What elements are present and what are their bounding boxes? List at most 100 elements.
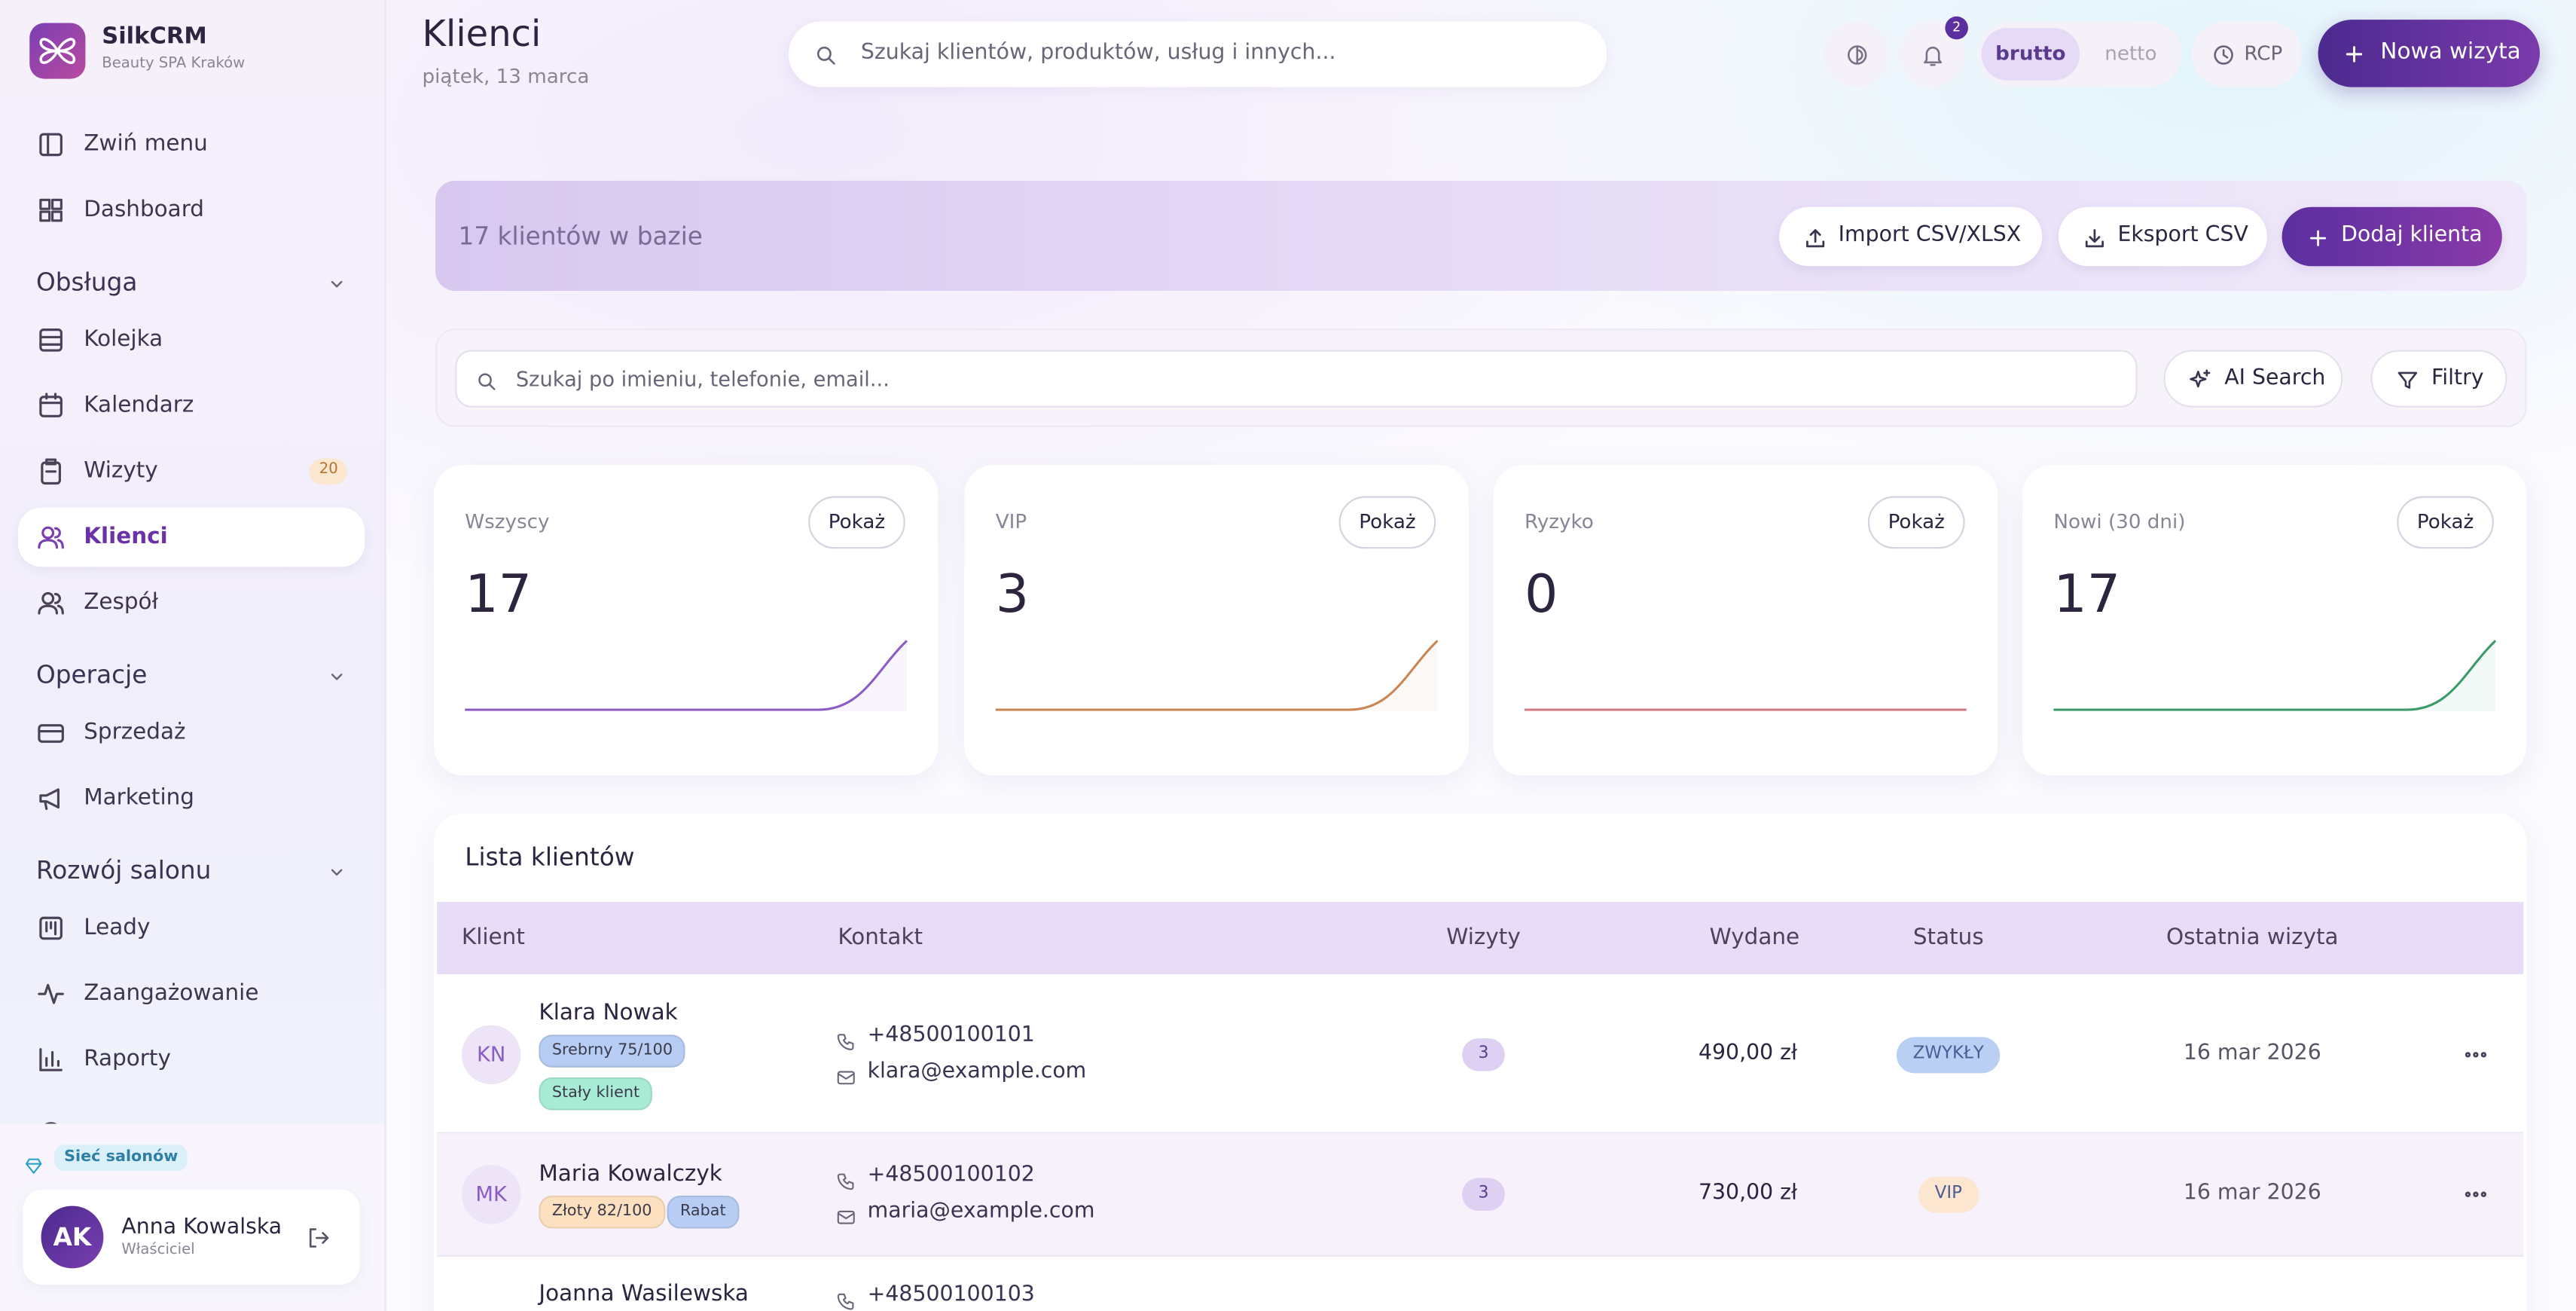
client-tag: Złoty 82/100 xyxy=(539,1195,665,1230)
stat-show-label: Pokaż xyxy=(2416,509,2474,533)
section-toggle[interactable] xyxy=(23,652,360,698)
stat-show-button[interactable] xyxy=(808,496,905,549)
export-button[interactable]: Eksport CSV xyxy=(2058,206,2267,267)
column-header: Wydane xyxy=(1709,924,1800,951)
stat-show-button[interactable] xyxy=(1867,496,1965,549)
stat-sparkline xyxy=(1525,639,1967,712)
stat-card: Ryzyko Pokaż 0 xyxy=(1493,465,1998,776)
icon xyxy=(36,1045,66,1074)
client-email: maria@example.com xyxy=(867,1199,1095,1224)
section-toggle[interactable] xyxy=(23,848,360,894)
menu-item[interactable] xyxy=(23,1034,360,1086)
client-name: Joanna Wasilewska xyxy=(539,1280,749,1307)
icon xyxy=(36,130,66,159)
new-visit-label: Nowa wizyta xyxy=(2380,38,2521,66)
column-header: Wizyty xyxy=(1446,924,1521,951)
export-button-label: Eksport CSV xyxy=(2117,223,2248,248)
menu-label: Dashboard xyxy=(84,196,205,223)
client-phone: +48500100102 xyxy=(867,1163,1035,1188)
icon xyxy=(1804,225,1827,249)
network-badge: Sieć salonów xyxy=(53,1144,188,1172)
client-search[interactable]: Szukaj po imieniu, telefonie, email... xyxy=(455,350,2138,408)
icon xyxy=(325,664,349,687)
theme-button[interactable] xyxy=(1824,21,1890,87)
stat-label: Nowi (30 dni) xyxy=(2053,509,2186,533)
icon xyxy=(36,522,66,552)
page-title: Klienci xyxy=(422,14,542,56)
icon xyxy=(475,368,498,391)
menu-item[interactable] xyxy=(23,902,360,955)
clients-table: Lista klientów Klient Kontakt Wizyty Wydane S… xyxy=(433,813,2527,1311)
ai-search-button[interactable]: AI Search xyxy=(2163,350,2343,408)
client-tag: Srebrny 75/100 xyxy=(539,1034,686,1068)
menu-label: Zaangażowanie xyxy=(84,979,259,1007)
section-toggle[interactable] xyxy=(23,260,360,306)
client-spent: 490,00 zł xyxy=(1698,1041,1798,1066)
stat-card: Nowi (30 dni) Pokaż 17 xyxy=(2022,465,2527,776)
stat-show-button[interactable] xyxy=(1338,496,1436,549)
icon xyxy=(325,859,349,882)
icon xyxy=(36,457,66,486)
icon xyxy=(36,979,66,1009)
table-row[interactable]: KN Klara Nowak Srebrny 75/100 Stały klient +… xyxy=(437,974,2524,1134)
stat-label: VIP xyxy=(995,509,1027,533)
sidebar: SilkCRM Beauty SPA Kraków Zwiń menu Dashboa… xyxy=(0,0,386,1311)
client-tag: Rabat xyxy=(667,1195,740,1230)
client-tag: Stały klient xyxy=(539,1077,653,1111)
new-visit-button[interactable]: Nowa wizyta xyxy=(2318,20,2540,87)
menu-section: Obsługa xyxy=(35,267,138,298)
menu-item[interactable] xyxy=(23,707,360,759)
icon xyxy=(36,588,66,618)
table-row[interactable]: MK Maria Kowalczyk Złoty 82/100 Rabat +48500… xyxy=(437,1133,2524,1258)
icon xyxy=(836,1027,856,1050)
stat-value: 3 xyxy=(995,562,1030,625)
menu-item[interactable] xyxy=(23,313,360,366)
menu-label: Raporty xyxy=(84,1046,171,1072)
menu-label: Kolejka xyxy=(84,325,163,353)
icon xyxy=(813,42,838,67)
icon[interactable] xyxy=(2462,1041,2489,1068)
icon xyxy=(2343,41,2366,65)
import-button[interactable]: Import CSV/XLSX xyxy=(1779,206,2043,267)
menu-badge: 20 xyxy=(309,458,348,485)
clients-banner: 17 klientów w bazie Import CSV/XLSX Ekspor… xyxy=(435,180,2527,291)
icon xyxy=(2211,42,2236,67)
ai-search-button-label: AI Search xyxy=(2224,365,2326,391)
stat-sparkline xyxy=(2053,639,2497,712)
client-visits: 3 xyxy=(1462,1038,1505,1071)
icon xyxy=(36,913,66,943)
stat-show-label: Pokaż xyxy=(1888,509,1945,533)
user-card[interactable]: AK Anna Kowalska Właściciel xyxy=(23,1189,360,1285)
icon xyxy=(36,718,66,747)
column-header: Ostatnia wizyta xyxy=(2165,924,2339,951)
icon xyxy=(36,195,66,225)
logo[interactable] xyxy=(29,23,86,79)
search-placeholder: Szukaj klientów, produktów, usług i inny… xyxy=(860,41,1336,66)
global-search[interactable]: Szukaj klientów, produktów, usług i inny… xyxy=(788,21,1607,87)
add-client-button-label: Dodaj klienta xyxy=(2341,223,2483,248)
filter-panel: Szukaj po imieniu, telefonie, email... AI… xyxy=(435,329,2527,427)
user-name: Anna Kowalska xyxy=(121,1215,282,1240)
table-row[interactable]: Joanna Wasilewska +48500100103 xyxy=(437,1257,2524,1311)
icon xyxy=(2306,225,2330,249)
icon xyxy=(836,1203,856,1224)
menu-item[interactable] xyxy=(23,576,360,629)
page-date: piątek, 13 marca xyxy=(422,64,590,88)
import-button-label: Import CSV/XLSX xyxy=(1838,223,2022,248)
table-title: Lista klientów xyxy=(465,842,635,872)
stat-value: 17 xyxy=(465,562,533,625)
menu-label: Marketing xyxy=(84,784,195,811)
rcp-button[interactable]: RCP xyxy=(2191,21,2302,87)
price-mode-label: brutto xyxy=(1995,41,2066,65)
table-header xyxy=(437,902,2524,975)
add-client-button[interactable]: Dodaj klienta xyxy=(2281,206,2502,267)
filters-button[interactable]: Filtry xyxy=(2370,350,2507,408)
menu-item[interactable] xyxy=(23,511,360,564)
icon[interactable] xyxy=(2462,1181,2489,1208)
sidebar-footer: Sieć salonów AK Anna Kowalska Właściciel xyxy=(0,1123,385,1311)
stat-show-label: Pokaż xyxy=(1359,509,1416,533)
stat-show-button[interactable] xyxy=(2397,496,2494,549)
column-header: Kontakt xyxy=(838,924,923,951)
price-mode[interactable] xyxy=(1981,28,2080,81)
